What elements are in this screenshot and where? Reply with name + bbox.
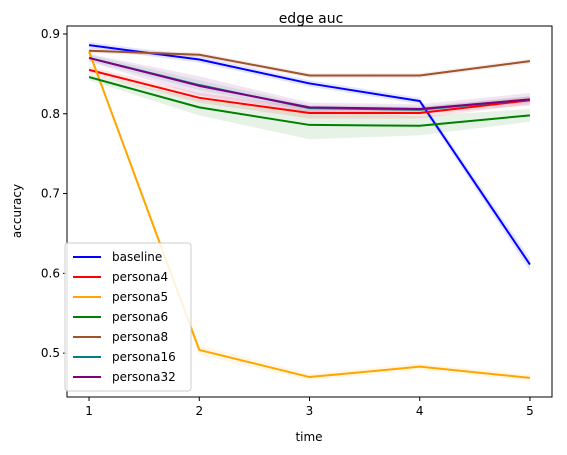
band-baseline — [89, 41, 530, 271]
x-tick-label: 2 — [195, 404, 203, 418]
y-tick-label: 0.6 — [41, 266, 60, 280]
legend-label-persona32: persona32 — [112, 370, 176, 384]
series-line-persona4 — [88, 68, 531, 114]
series-line-persona6 — [88, 76, 531, 127]
chart-title: edge auc — [279, 11, 344, 27]
legend: baseline persona4 persona5 persona6 persona8… — [64, 242, 192, 392]
legend-label-persona4: persona4 — [112, 270, 168, 284]
y-tick-label: 0.5 — [41, 346, 60, 360]
x-axis-label: time — [295, 430, 322, 444]
x-tick-label: 1 — [85, 404, 93, 418]
legend-label-persona16: persona16 — [112, 350, 176, 364]
band-persona16 — [89, 54, 530, 113]
y-tick-label: 0.7 — [41, 187, 60, 201]
legend-label-persona8: persona8 — [112, 330, 168, 344]
series-line-persona8 — [89, 49, 531, 77]
legend-label-baseline: baseline — [112, 250, 162, 264]
y-axis-label: accuracy — [10, 184, 24, 238]
series-line-persona32 — [88, 56, 531, 110]
band-persona32 — [89, 53, 530, 114]
y-tick-label: 0.9 — [41, 27, 60, 41]
legend-label-persona6: persona6 — [112, 310, 168, 324]
legend-box — [64, 242, 192, 392]
series-line-baseline — [88, 44, 531, 266]
band-persona6 — [89, 73, 530, 140]
y-tick-label: 0.8 — [41, 107, 60, 121]
x-tick-label: 5 — [526, 404, 534, 418]
x-tick-label: 4 — [416, 404, 424, 418]
x-tick-label: 3 — [306, 404, 314, 418]
legend-label-persona5: persona5 — [112, 290, 168, 304]
